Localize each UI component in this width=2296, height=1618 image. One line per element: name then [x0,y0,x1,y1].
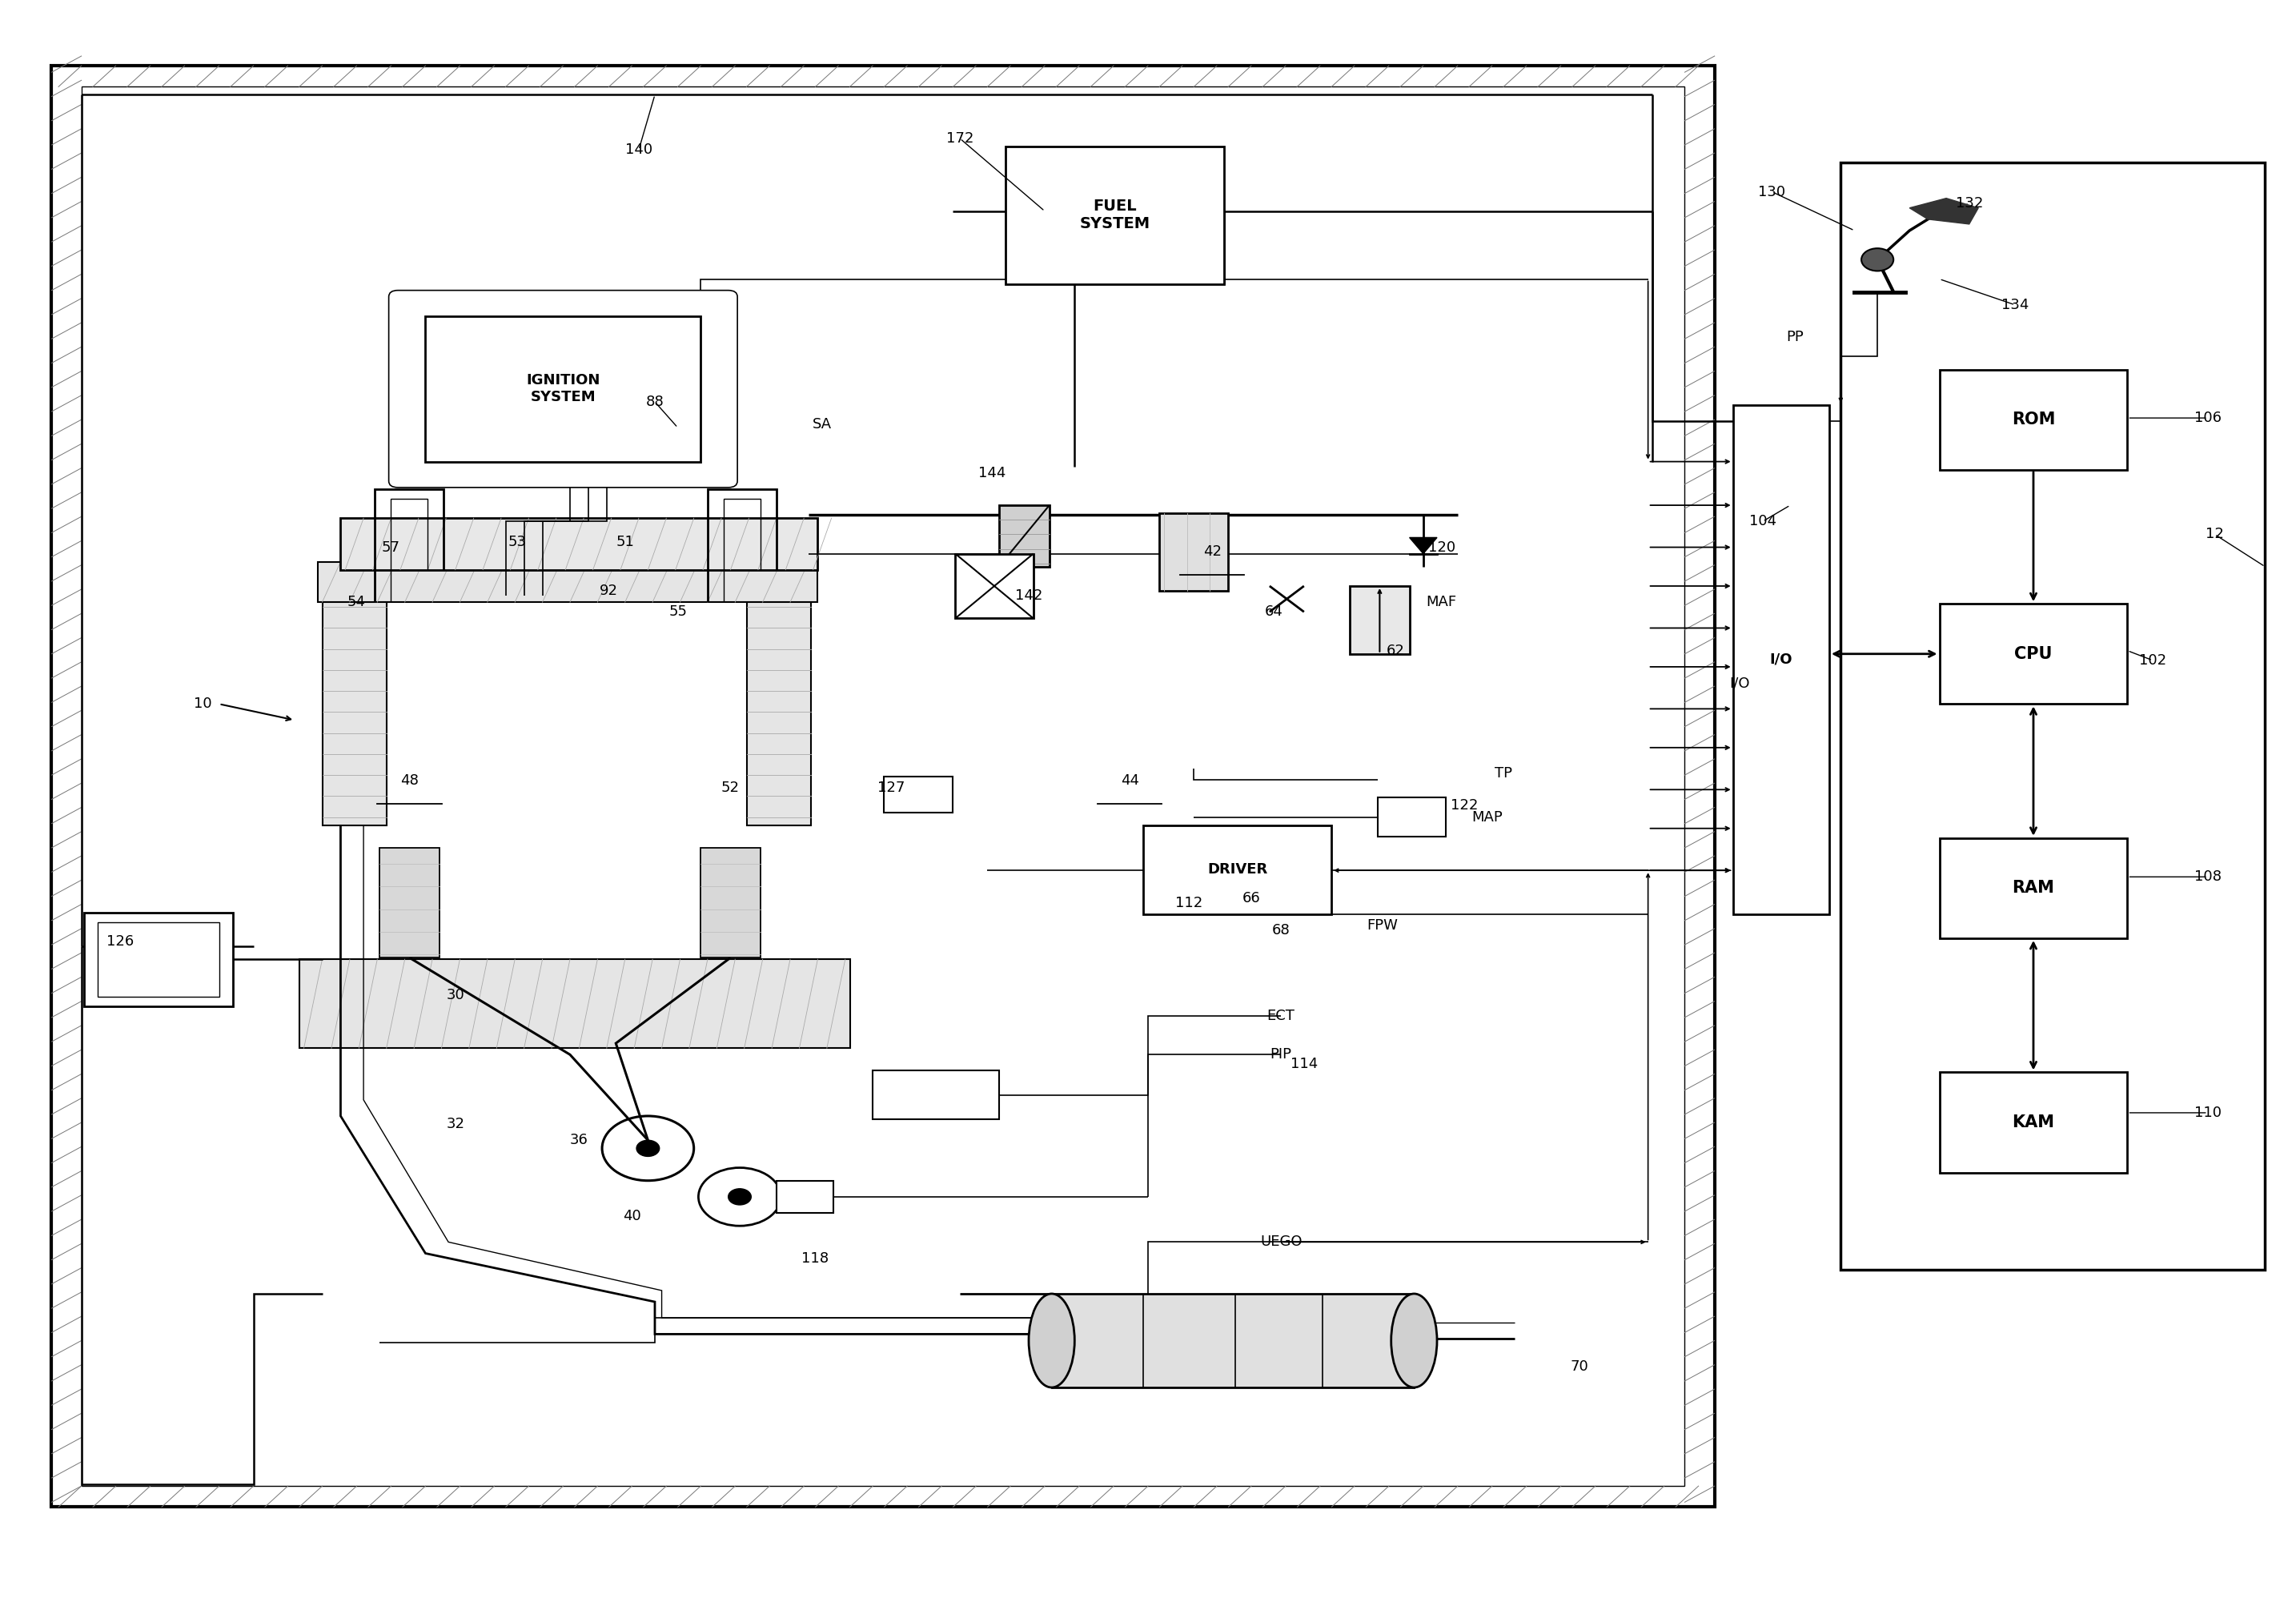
Text: IGNITION
SYSTEM: IGNITION SYSTEM [526,374,599,404]
Text: 53: 53 [507,536,526,550]
Text: 142: 142 [1015,589,1042,604]
Text: CPU: CPU [2014,646,2053,662]
Text: 88: 88 [645,395,664,409]
Ellipse shape [1029,1294,1075,1388]
Text: 52: 52 [721,781,739,794]
Bar [1006,147,1224,283]
Polygon shape [1910,199,1979,223]
Bar [746,591,810,825]
Bar [379,848,439,958]
FancyBboxPatch shape [388,290,737,487]
Text: 120: 120 [1428,540,1456,555]
Text: PP: PP [1786,330,1805,345]
Bar [96,922,218,997]
Text: KAM: KAM [2011,1115,2055,1131]
Text: 51: 51 [615,536,634,550]
Text: 106: 106 [2195,411,2220,426]
Text: 112: 112 [1176,895,1203,909]
Bar [884,777,953,812]
Text: 12: 12 [2206,527,2225,542]
Text: 122: 122 [1451,799,1479,812]
Circle shape [1862,248,1894,270]
Text: MAP: MAP [1472,811,1504,824]
Text: I/O: I/O [1770,652,1793,667]
Bar [1940,838,2128,938]
Text: ECT: ECT [1267,1008,1295,1023]
Bar [1733,404,1830,914]
Text: 44: 44 [1120,773,1139,788]
Text: 62: 62 [1387,644,1405,659]
Text: 118: 118 [801,1251,829,1265]
Bar [51,66,1715,1506]
Text: 54: 54 [347,595,365,610]
Text: 30: 30 [445,987,464,1002]
Text: 114: 114 [1290,1057,1318,1071]
Bar [1052,1294,1414,1388]
Bar [340,518,817,570]
Text: 68: 68 [1272,922,1290,937]
Text: I/O: I/O [1729,676,1750,691]
Bar [1143,825,1332,914]
Text: 32: 32 [445,1116,464,1131]
Bar [1940,604,2128,704]
Text: FUEL
SYSTEM: FUEL SYSTEM [1079,199,1150,231]
Text: SA: SA [813,417,831,432]
Text: 172: 172 [946,131,974,146]
Bar [1940,369,2128,469]
Text: 104: 104 [1750,515,1777,529]
Bar [872,1071,999,1120]
Text: PIP: PIP [1270,1047,1293,1061]
Bar [317,561,817,602]
Circle shape [636,1141,659,1157]
Text: UEGO: UEGO [1261,1235,1302,1249]
Polygon shape [1410,537,1437,553]
Bar [321,591,386,825]
Bar [83,913,232,1006]
Text: ROM: ROM [2011,411,2055,427]
Bar [298,959,850,1048]
Circle shape [728,1189,751,1205]
Text: 48: 48 [400,773,418,788]
Text: 134: 134 [2002,298,2030,312]
Text: 130: 130 [1759,184,1786,199]
Text: FPW: FPW [1366,917,1398,932]
Text: 144: 144 [978,466,1006,481]
Text: MAF: MAF [1426,595,1458,610]
Bar [1159,513,1228,591]
Bar [1940,1073,2128,1173]
Text: 42: 42 [1203,544,1221,558]
Text: 92: 92 [599,584,618,599]
Text: 10: 10 [193,697,211,712]
Text: 40: 40 [622,1209,641,1223]
Bar [425,316,700,461]
Bar [700,848,760,958]
Text: 126: 126 [106,934,133,948]
Text: 140: 140 [625,142,652,157]
Text: 127: 127 [877,781,905,794]
Bar [1350,586,1410,654]
Bar [80,87,1685,1485]
Text: 110: 110 [2195,1105,2220,1120]
Text: 102: 102 [2140,654,2167,668]
Text: 64: 64 [1265,605,1283,620]
Text: DRIVER: DRIVER [1208,862,1267,877]
Text: 132: 132 [1956,196,1984,210]
Text: 70: 70 [1570,1359,1589,1374]
Text: 108: 108 [2195,869,2220,883]
Text: 55: 55 [668,605,687,620]
Text: 36: 36 [569,1133,588,1147]
Bar [776,1181,833,1214]
Text: RAM: RAM [2011,880,2055,896]
Bar [955,553,1033,618]
Text: 66: 66 [1242,890,1261,904]
Bar [1378,798,1446,837]
Ellipse shape [1391,1294,1437,1388]
Text: TP: TP [1495,767,1513,780]
Text: 57: 57 [381,540,400,555]
Bar [999,505,1049,566]
Bar [1841,163,2266,1270]
